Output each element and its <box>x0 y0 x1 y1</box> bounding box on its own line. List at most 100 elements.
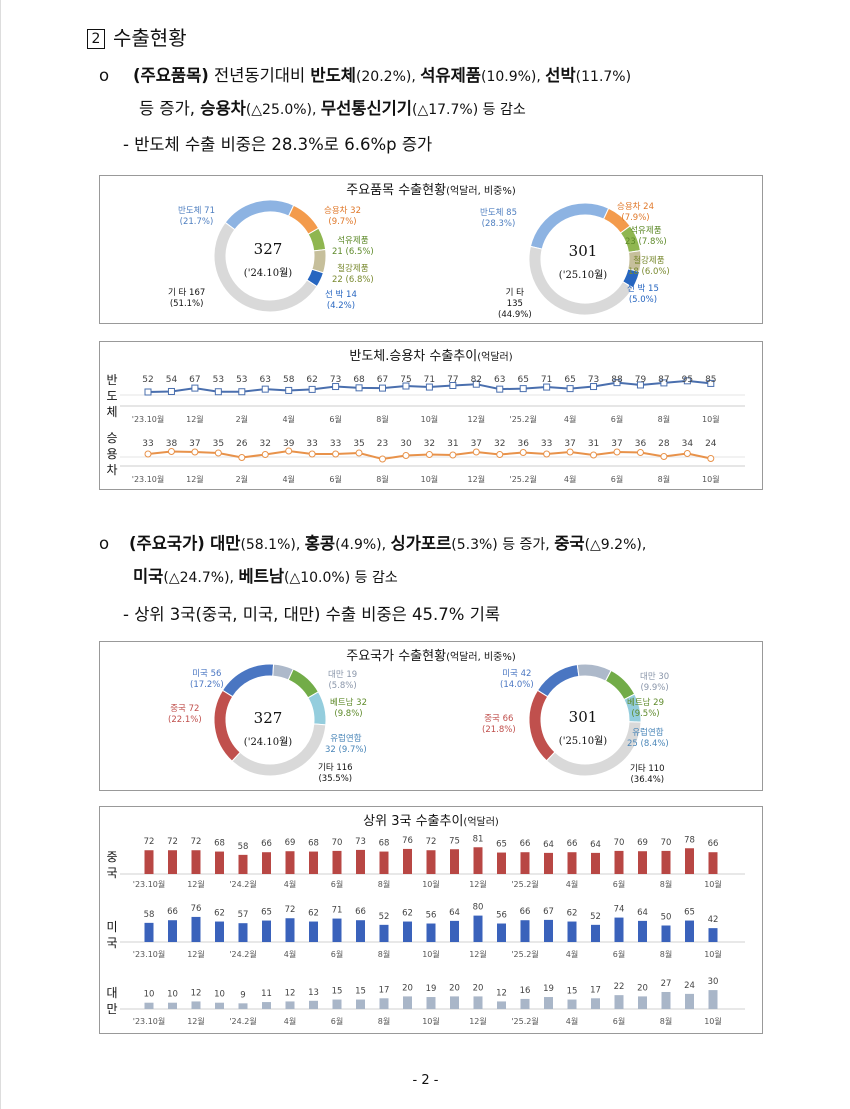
data-label: 72 <box>285 905 296 915</box>
data-point <box>191 448 199 456</box>
bar-중국 <box>567 852 577 874</box>
data-point <box>308 385 316 393</box>
slice-label-중국: 중국 66 (21.8%) <box>482 714 516 735</box>
donut-slice-중국 <box>213 689 241 762</box>
slice-label-석유제품: 석유제품 23 (7.8%) <box>625 226 667 247</box>
x-tick-label: 8월 <box>658 474 670 484</box>
data-label: 26 <box>236 439 248 449</box>
data-label: 33 <box>142 439 153 449</box>
x-tick-label: '25.2월 <box>510 414 537 424</box>
bar-대만 <box>168 1002 177 1009</box>
data-label: 33 <box>306 439 317 449</box>
bar-중국 <box>403 848 412 874</box>
donut-slice-중국 <box>528 689 556 762</box>
x-tick-label: 8월 <box>660 879 672 889</box>
x-tick-label: 10월 <box>421 474 439 484</box>
data-point <box>332 450 340 458</box>
bar-중국 <box>262 852 271 874</box>
x-tick-label: '23.10월 <box>132 474 164 484</box>
data-label: 77 <box>447 375 458 385</box>
x-tick-label: 10월 <box>702 474 720 484</box>
data-label: 71 <box>424 375 435 385</box>
data-point <box>449 451 457 459</box>
data-label: 30 <box>708 977 719 987</box>
items-donut-chart: 주요품목 수출현황(억달러, 비중%) 327 ('24.10월) 301 ('25… <box>99 175 763 324</box>
data-label: 58 <box>238 842 249 852</box>
slice-label-미국: 미국 42 (14.0%) <box>500 669 534 690</box>
data-point <box>613 448 621 456</box>
data-point <box>214 388 222 396</box>
data-point <box>496 451 504 458</box>
data-label: 17 <box>379 985 390 995</box>
data-label: 68 <box>353 375 365 385</box>
data-point <box>425 383 433 391</box>
data-label: 35 <box>353 439 364 449</box>
x-tick-label: '24.2월 <box>229 949 256 959</box>
bar-중국 <box>685 848 694 874</box>
data-label: 22 <box>614 982 625 992</box>
data-point <box>379 384 386 392</box>
bar-대만 <box>332 999 342 1009</box>
data-point <box>472 380 480 388</box>
data-label: 10 <box>167 990 178 1000</box>
slice-label-승용차: 승용차 32 (9.7%) <box>324 206 361 227</box>
x-tick-label: 4월 <box>282 474 294 484</box>
bar-대만 <box>661 991 671 1009</box>
bar-중국 <box>708 852 718 874</box>
data-label: 72 <box>167 837 178 847</box>
x-tick-label: 8월 <box>658 414 670 424</box>
x-tick-label: 2월 <box>236 414 248 424</box>
data-label: 57 <box>238 910 249 920</box>
slice-label-기타: 기 타 167 (51.1%) <box>168 288 206 309</box>
data-point <box>261 451 269 458</box>
bar-미국 <box>215 921 224 942</box>
data-label: 73 <box>355 837 366 847</box>
data-label: 64 <box>590 840 601 850</box>
data-label: 72 <box>426 837 437 847</box>
data-label: 87 <box>658 375 669 385</box>
data-point <box>519 449 527 456</box>
data-label: 65 <box>261 908 272 918</box>
data-label: 39 <box>283 439 295 449</box>
donut-slice-기타 <box>528 245 634 316</box>
bar-대만 <box>614 995 624 1009</box>
bar-대만 <box>356 999 365 1009</box>
data-label: 27 <box>661 979 672 989</box>
data-point <box>308 450 316 458</box>
x-tick-label: 6월 <box>331 949 343 959</box>
data-label: 66 <box>520 839 531 849</box>
x-tick-label: 12월 <box>468 414 486 424</box>
data-point <box>402 452 410 459</box>
row-label-tw: 대만 <box>106 986 118 1016</box>
data-point <box>590 383 598 391</box>
slice-label-석유제품: 석유제품 21 (6.5%) <box>332 236 374 257</box>
bar-중국 <box>168 850 177 874</box>
data-label: 52 <box>379 912 390 922</box>
slice-label-철강제품: 철강제품 18 (6.0%) <box>628 256 670 277</box>
data-label: 67 <box>189 375 200 385</box>
data-point <box>238 388 246 396</box>
bar-미국 <box>168 920 177 942</box>
donut-slice-베트남 <box>287 668 320 699</box>
data-label: 19 <box>426 984 437 994</box>
data-label: 70 <box>661 838 672 848</box>
bar-미국 <box>497 923 506 942</box>
donut-slice-대만 <box>576 663 612 682</box>
bar-중국 <box>191 850 201 874</box>
data-label: 15 <box>567 987 578 997</box>
data-label: 66 <box>708 839 719 849</box>
slice-label-승용차: 승용차 24 (7.9%) <box>617 202 654 223</box>
data-label: 85 <box>705 375 716 385</box>
slice-label-대만: 대만 19 (5.8%) <box>328 670 358 691</box>
x-tick-label: 6월 <box>613 1016 625 1026</box>
data-label: 75 <box>449 836 460 846</box>
x-tick-label: 4월 <box>566 879 578 889</box>
data-label: 38 <box>166 439 178 449</box>
bar-대만 <box>262 1002 271 1009</box>
data-label: 20 <box>402 983 413 993</box>
data-point <box>425 451 433 458</box>
data-label: 71 <box>541 375 552 385</box>
data-label: 65 <box>684 908 695 918</box>
data-label: 68 <box>379 839 390 849</box>
